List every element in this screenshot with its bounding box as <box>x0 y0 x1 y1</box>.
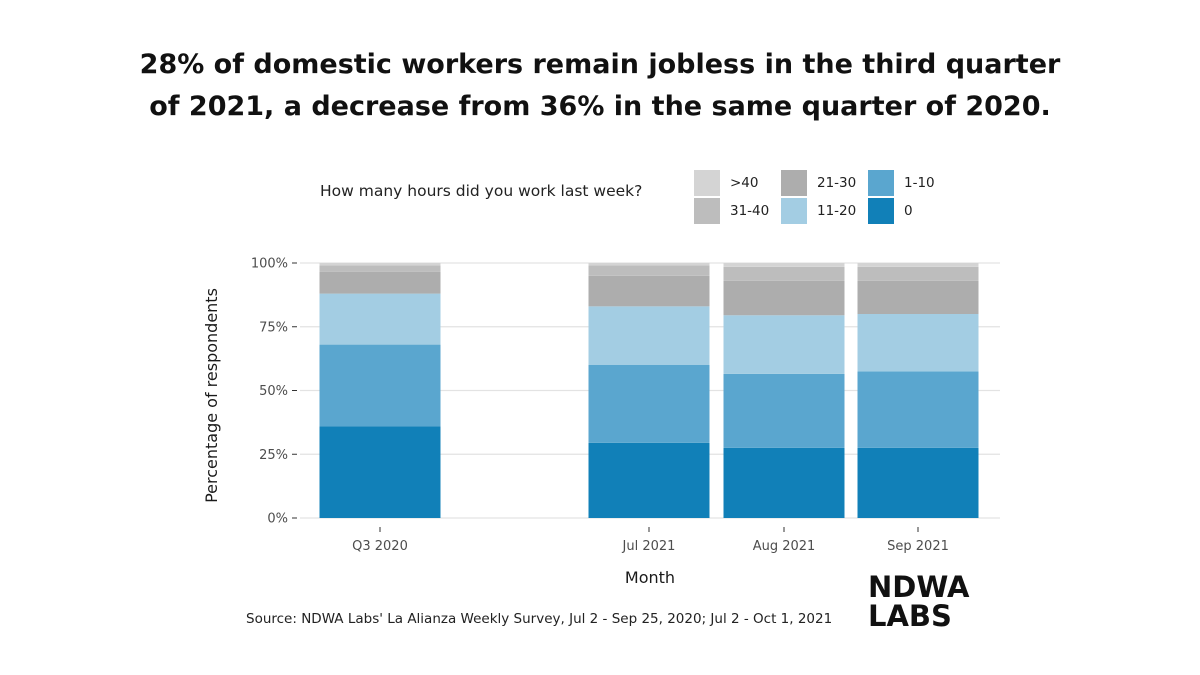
y-tick-label: 75% <box>259 320 288 335</box>
bar-segment <box>723 280 845 316</box>
bar-segment <box>857 280 979 314</box>
legend-label-11-20: 11-20 <box>817 203 857 219</box>
legend-label-1-10: 1-10 <box>904 175 935 191</box>
bar-segment <box>319 344 441 427</box>
source-note: Source: NDWA Labs' La Alianza Weekly Sur… <box>246 611 833 627</box>
x-axis-title: Month <box>625 568 675 587</box>
y-tick-label: 100% <box>251 257 288 272</box>
y-tick-label: 0% <box>267 512 288 527</box>
bar-segment <box>857 266 979 281</box>
legend-label-over-40: >40 <box>730 175 759 191</box>
bar-segment <box>723 266 845 281</box>
legend-item-11-20: 11-20 <box>781 198 856 224</box>
bar-segment <box>857 447 979 518</box>
chart-title-line-1: 28% of domestic workers remain jobless i… <box>139 49 1061 80</box>
bar-segment <box>319 426 441 518</box>
legend-swatch-0 <box>868 198 894 224</box>
legend-swatch-21-30 <box>781 170 807 196</box>
legend-swatch-1-10 <box>868 170 894 196</box>
bar-segment <box>723 373 845 448</box>
legend-item-1-10: 1-10 <box>868 170 935 196</box>
bar-segment <box>588 306 710 365</box>
legend-swatch-11-20 <box>781 198 807 224</box>
legend-swatch-over-40 <box>694 170 720 196</box>
bar-segment <box>588 365 710 443</box>
bar-segment <box>857 371 979 448</box>
bar-segment <box>588 442 710 518</box>
legend-item-0: 0 <box>868 198 913 224</box>
bar-segment <box>319 263 441 266</box>
chart-title-line-2: of 2021, a decrease from 36% in the same… <box>149 91 1051 122</box>
bar-segment <box>319 271 441 294</box>
x-tick-label: Q3 2020 <box>352 539 408 554</box>
x-tick-label: Jul 2021 <box>622 539 676 554</box>
logo-line-2: LABS <box>868 599 952 633</box>
bar-segment <box>588 265 710 276</box>
legend-label-31-40: 31-40 <box>730 203 770 219</box>
bar-segment <box>588 275 710 307</box>
logo-line-1: NDWA <box>868 570 970 604</box>
bar-segment <box>319 293 441 345</box>
y-tick-label: 50% <box>259 384 288 399</box>
legend-title: How many hours did you work last week? <box>320 182 643 200</box>
y-axis-title: Percentage of respondents <box>202 288 221 503</box>
chart-title: 28% of domestic workers remain jobless i… <box>0 44 1200 128</box>
bar-segment <box>723 263 845 267</box>
bar-segment <box>319 265 441 272</box>
ndwa-labs-logo: NDWA LABS <box>868 573 969 631</box>
y-tick-label: 25% <box>259 448 288 463</box>
bar-segment <box>723 315 845 374</box>
bar-segment <box>857 314 979 372</box>
legend-item-over-40: >40 <box>694 170 759 196</box>
legend-label-0: 0 <box>904 203 913 219</box>
x-tick-label: Sep 2021 <box>887 539 949 554</box>
legend-swatch-31-40 <box>694 198 720 224</box>
legend-item-31-40: 31-40 <box>694 198 769 224</box>
bar-segment <box>857 263 979 267</box>
bar-segment <box>588 263 710 266</box>
bar-segment <box>723 447 845 518</box>
legend-item-21-30: 21-30 <box>781 170 856 196</box>
legend-label-21-30: 21-30 <box>817 175 857 191</box>
x-tick-label: Aug 2021 <box>753 539 816 554</box>
